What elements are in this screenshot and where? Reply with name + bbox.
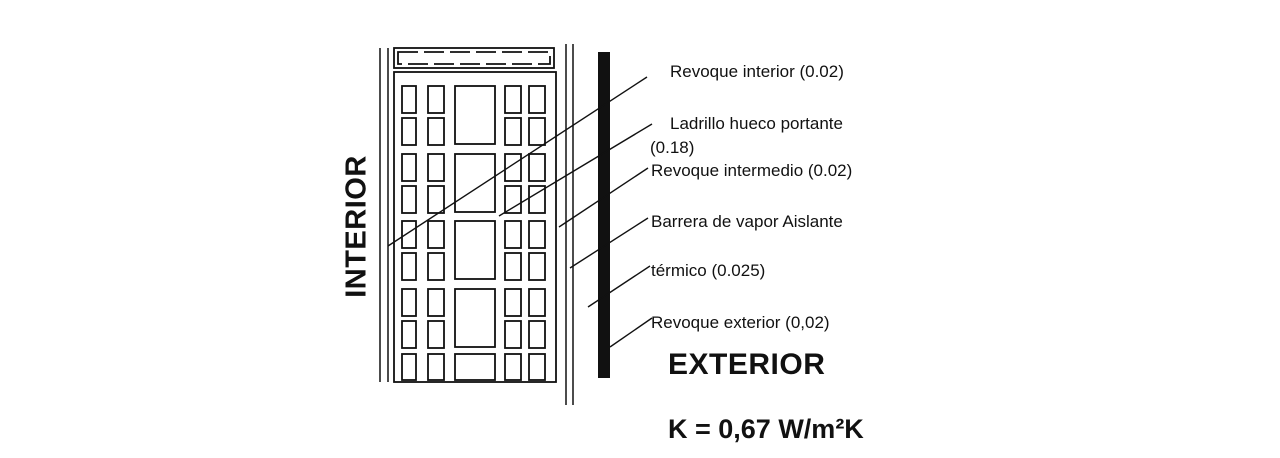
layer-label-revoque-interior: Revoque interior (0.02) bbox=[670, 62, 844, 81]
k-value-label: K = 0,67 W/m²K bbox=[668, 414, 864, 444]
layer-label-ladrillo: Ladrillo hueco portante bbox=[670, 114, 843, 133]
exterior-label: EXTERIOR bbox=[668, 348, 826, 381]
exterior-plaster-band bbox=[598, 52, 610, 378]
layer-label-barrera-vapor: Barrera de vapor Aislante bbox=[651, 212, 843, 231]
layer-label-aislante: térmico (0.025) bbox=[651, 261, 766, 280]
hollow-brick bbox=[393, 47, 557, 383]
layer-label-ladrillo-thickness: (0.18) bbox=[650, 138, 695, 157]
leader-lines bbox=[387, 76, 653, 348]
interior-label: INTERIOR bbox=[340, 155, 373, 298]
layer-label-revoque-exterior: Revoque exterior (0,02) bbox=[651, 313, 830, 332]
layer-label-revoque-intermedio: Revoque intermedio (0.02) bbox=[651, 161, 853, 180]
